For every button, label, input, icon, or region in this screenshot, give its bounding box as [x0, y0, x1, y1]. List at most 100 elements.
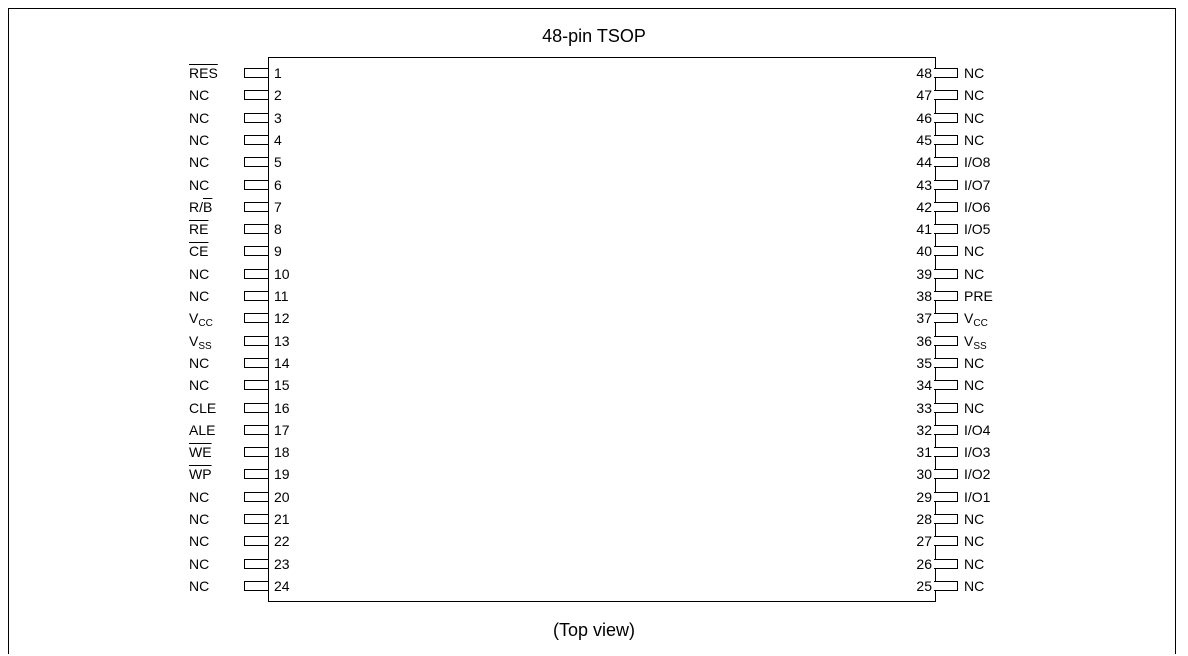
pin-name-text: RES — [189, 65, 218, 81]
pin-lead — [934, 402, 958, 413]
pin-row: CE 9 — [120, 240, 300, 262]
pin-name-subscript: CC — [198, 318, 213, 330]
pin-name-text: NC — [189, 288, 210, 304]
pin-name: NC — [120, 530, 244, 552]
pin-name-text: NC — [189, 555, 210, 572]
pin-number: 38 — [916, 288, 932, 304]
pin-lead — [244, 558, 268, 569]
pin-name-text: NC — [964, 243, 985, 260]
pin-row: NC 21 — [120, 508, 300, 530]
pin-name-text: I/O8 — [964, 154, 991, 171]
pin-name-text: I/O6 — [964, 198, 991, 215]
pin-name: I/O4 — [958, 419, 990, 441]
pin-lead — [934, 246, 958, 257]
pin-row: R/B 7 — [120, 196, 300, 218]
pin-number: 32 — [916, 421, 932, 438]
pin-row: 36 VSS — [900, 330, 1060, 352]
chip-body — [268, 57, 936, 602]
pin-lead — [934, 335, 958, 346]
pin-lead — [934, 357, 958, 368]
pin-lead — [934, 558, 958, 569]
pin-row: NC 10 — [120, 263, 300, 285]
pin-row: 34 NC — [900, 374, 1060, 396]
pin-lead — [934, 68, 958, 78]
pin-number: 28 — [916, 511, 932, 527]
pin-name-text: I/O7 — [964, 176, 991, 193]
pin-name-text: NC — [189, 354, 210, 371]
pin-name: NC — [120, 84, 244, 106]
pin-name: NC — [120, 285, 244, 307]
pin-row: 43 I/O7 — [900, 174, 1060, 196]
pin-lead — [244, 90, 268, 101]
pin-number: 39 — [916, 265, 932, 282]
pin-name-text: NC — [189, 176, 210, 193]
pin-number: 47 — [916, 87, 932, 104]
pin-name-text: NC — [189, 131, 210, 148]
pin-row: RE 8 — [120, 218, 300, 240]
pin-number: 43 — [916, 176, 932, 193]
pin-name: PRE — [958, 285, 993, 307]
pin-lead — [934, 491, 958, 502]
pin-name: NC — [958, 575, 984, 597]
pin-number: 45 — [916, 131, 932, 148]
pin-name-text: NC — [964, 109, 985, 126]
pin-number: 2 — [274, 87, 282, 104]
pin-name: VSS — [120, 330, 244, 352]
pin-name-text: CE — [189, 243, 209, 260]
pin-lead — [244, 580, 268, 591]
pin-lead — [934, 514, 958, 524]
pin-lead — [934, 134, 958, 145]
pin-row: RES 1 — [120, 62, 300, 84]
pin-name: NC — [120, 352, 244, 374]
pin-name: NC — [958, 107, 984, 129]
pin-number: 9 — [274, 243, 282, 260]
pin-name-text: ALE — [189, 421, 216, 438]
pin-lead — [934, 157, 958, 168]
pin-name-text: NC — [964, 131, 985, 148]
pin-row: 44 I/O8 — [900, 151, 1060, 173]
pin-row: ALE 17 — [120, 419, 300, 441]
pin-number: 30 — [916, 466, 932, 483]
pin-name-text: NC — [189, 377, 210, 394]
pin-number: 36 — [916, 332, 932, 349]
pin-name-subscript: SS — [198, 340, 212, 352]
view-caption: (Top view) — [552, 620, 636, 640]
pin-row: 48 NC — [900, 62, 1060, 84]
pin-number: 11 — [274, 288, 289, 304]
pin-name: WP — [120, 463, 244, 485]
pin-name: NC — [120, 151, 244, 173]
pin-row: NC 23 — [120, 553, 300, 575]
pin-row: NC 6 — [120, 174, 300, 196]
pin-number: 41 — [916, 221, 932, 238]
pin-row: CLE 16 — [120, 397, 300, 419]
pin-name: RE — [120, 218, 244, 240]
pin-name-text: NC — [964, 377, 985, 394]
pin-lead — [934, 313, 958, 324]
pin-lead — [244, 224, 268, 235]
pin-name-text: NC — [189, 109, 210, 126]
pin-row: 42 I/O6 — [900, 196, 1060, 218]
pin-number: 37 — [916, 310, 932, 327]
pin-name: ALE — [120, 419, 244, 441]
pin-lead — [244, 313, 268, 324]
pin-number: 20 — [274, 488, 290, 505]
pin-row: 47 NC — [900, 84, 1060, 106]
pin-name-text: NC — [964, 555, 985, 572]
pin-number: 23 — [274, 555, 290, 572]
pin-name: RES — [120, 62, 244, 84]
pin-name: I/O7 — [958, 174, 990, 196]
pin-name-text: I/O4 — [964, 421, 991, 438]
pin-name-subscript: CC — [973, 318, 988, 330]
pin-row: WP 19 — [120, 463, 300, 485]
pin-name-text: V — [964, 332, 974, 349]
pin-lead — [244, 402, 268, 413]
pin-name-text: WE — [189, 444, 212, 461]
pin-row: NC 3 — [120, 107, 300, 129]
pin-name: NC — [120, 129, 244, 151]
pin-name-text: V — [964, 310, 974, 327]
pin-number: 7 — [274, 198, 282, 215]
pin-number: 13 — [274, 332, 290, 349]
pin-lead — [934, 424, 958, 435]
pin-lead — [244, 112, 268, 123]
pin-lead — [934, 580, 958, 591]
